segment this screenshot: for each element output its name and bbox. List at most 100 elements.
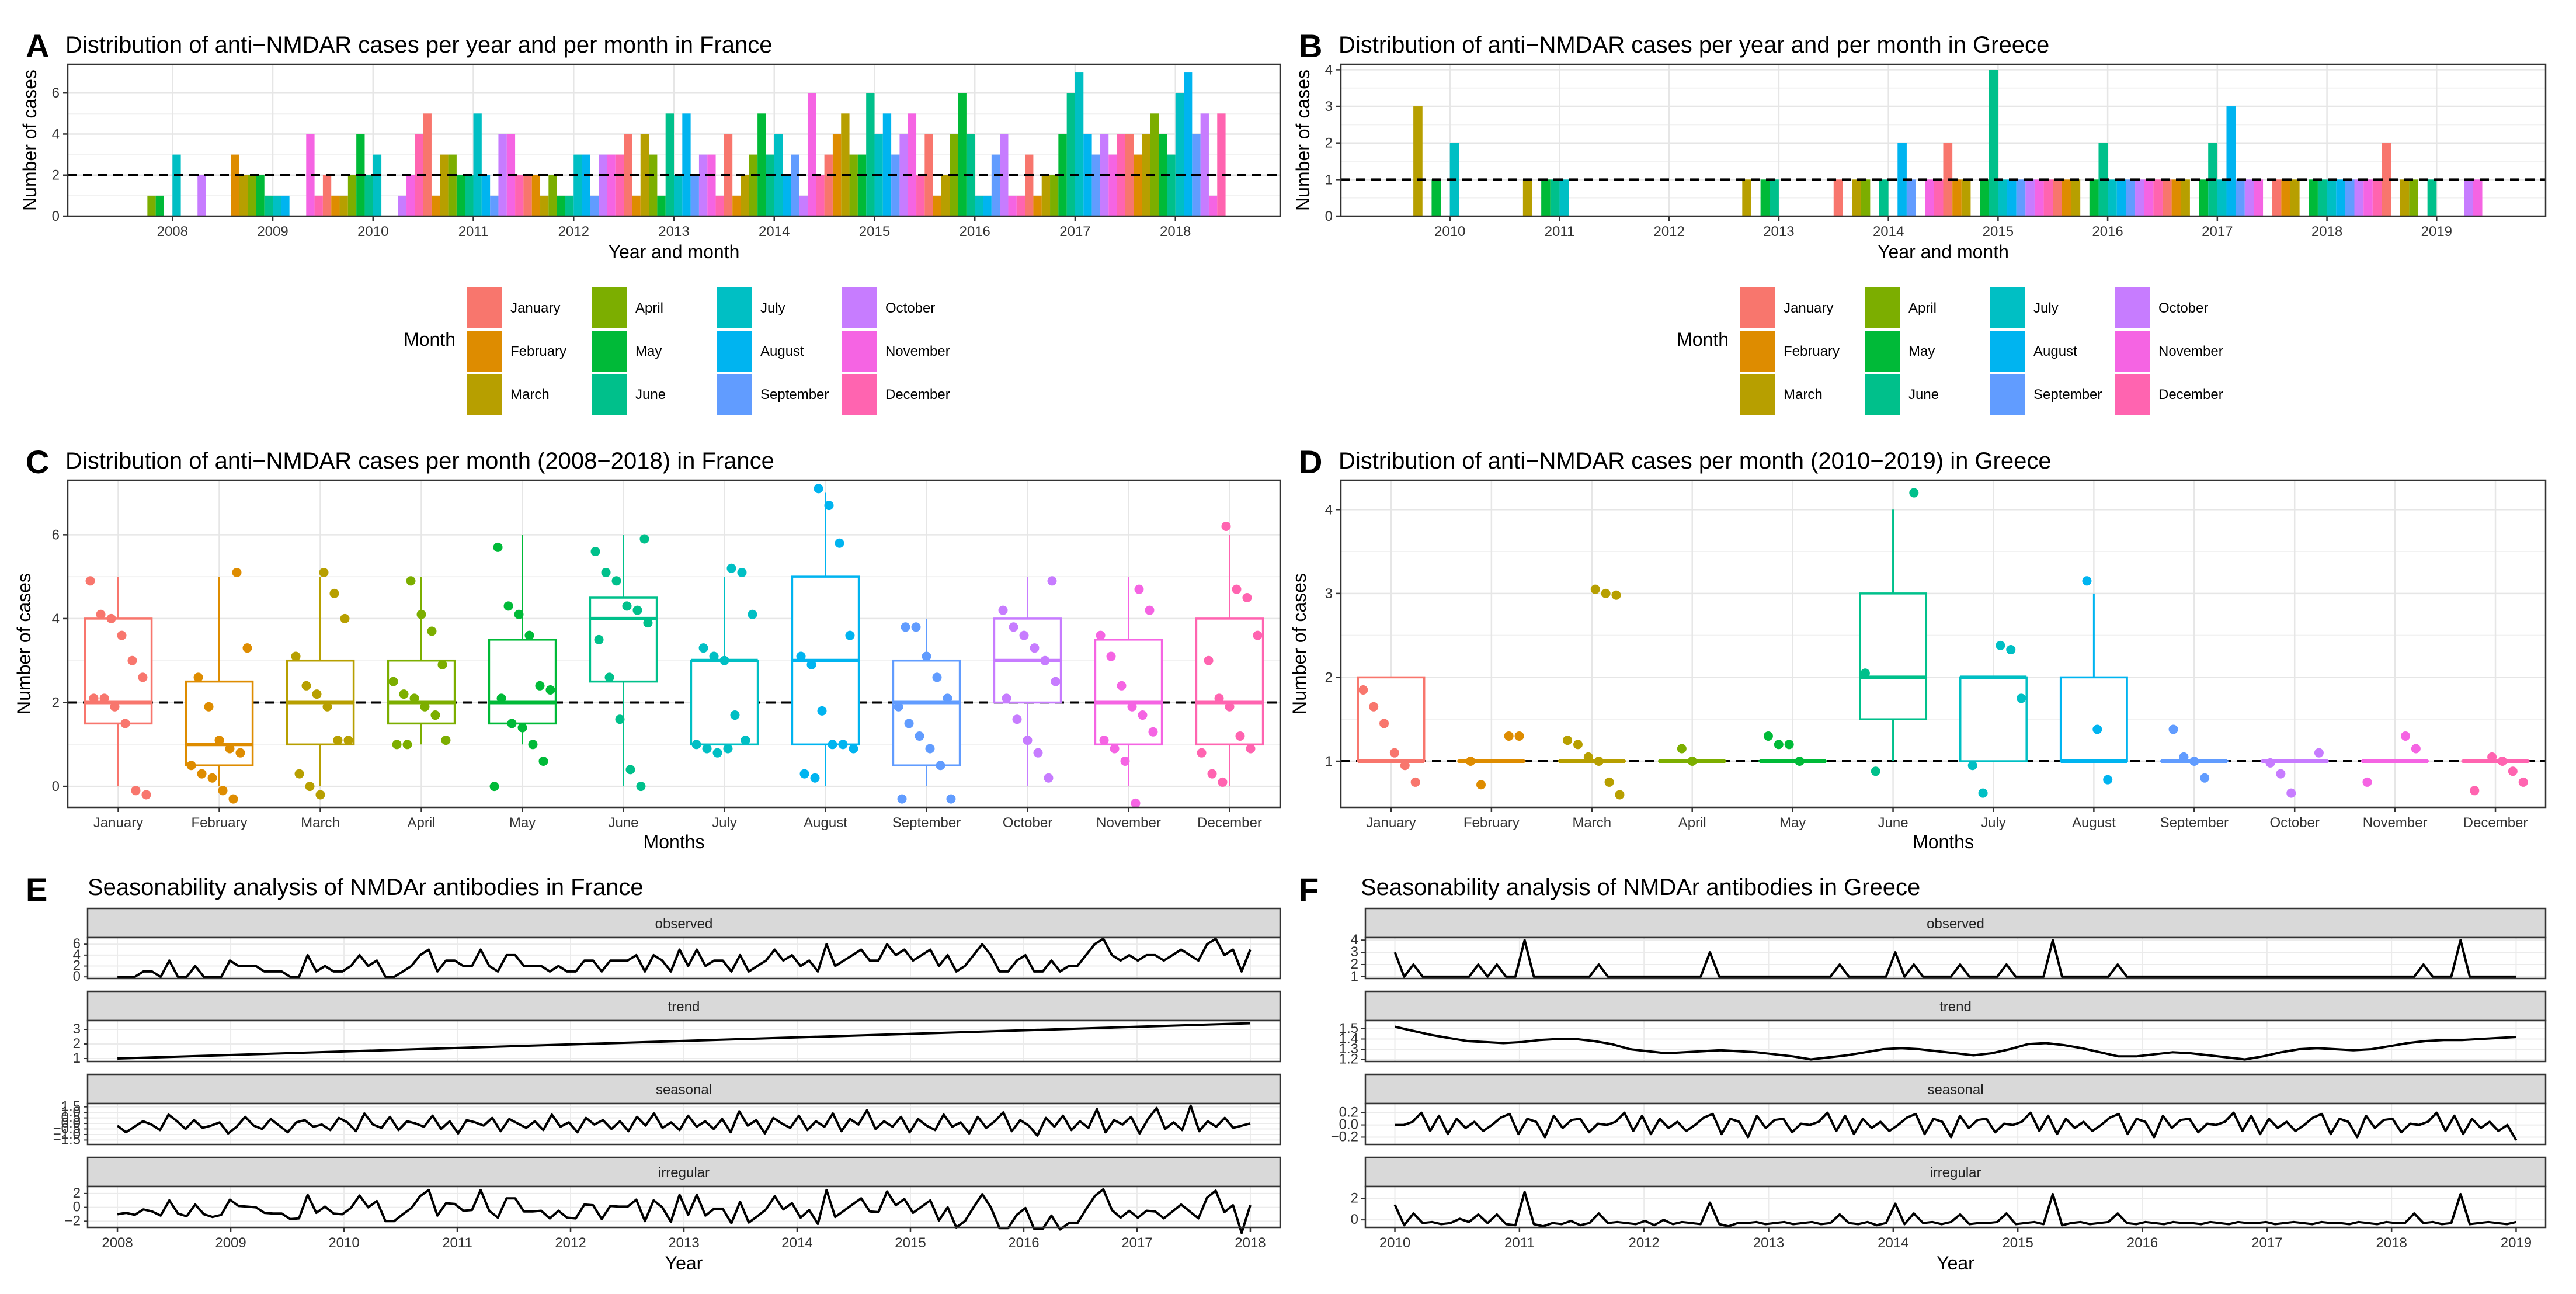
panel-E-strip-label-trend: trend xyxy=(668,999,700,1015)
panel-D-point-december xyxy=(2508,766,2518,776)
panel-C-point-december xyxy=(1242,593,1252,603)
panel-D-point-january xyxy=(1379,719,1389,728)
panel-A-x-tick-label: 2013 xyxy=(658,224,689,240)
panel-C-point-january xyxy=(89,693,99,703)
panel-E-trend-line xyxy=(117,1022,1250,1060)
panel-C-point-august xyxy=(799,769,809,779)
panel-A-bar-2015-march xyxy=(841,113,850,216)
panel-C-point-august xyxy=(814,484,823,494)
panel-A-bar-2013-july xyxy=(674,175,683,216)
legend-greece-label-may: May xyxy=(1908,344,1935,359)
panel-A-y-tick-label: 6 xyxy=(52,85,60,101)
panel-E-strip-label-seasonal: seasonal xyxy=(656,1082,712,1098)
panel-F-trend-y-tick-label: 1.4 xyxy=(1339,1031,1358,1047)
panel-A-bar-2016-september xyxy=(991,154,1000,216)
panel-C-point-january xyxy=(120,719,130,728)
panel-A-bar-2015-december xyxy=(916,175,925,216)
panel-B-bar-2016-november xyxy=(2144,179,2154,216)
panel-B-x-tick-label: 2013 xyxy=(1763,224,1794,240)
panel-F-x-tick-label: 2018 xyxy=(2376,1235,2407,1251)
panel-B-bar-2015-august xyxy=(2007,179,2017,216)
panel-C-point-april xyxy=(437,660,447,669)
panel-A-bar-2013-december xyxy=(715,195,724,216)
panel-D-y-tick-label: 3 xyxy=(1325,586,1333,602)
panel-C-point-august xyxy=(845,630,855,640)
legend-france-key-june xyxy=(592,374,627,415)
panel-C-point-june xyxy=(625,765,635,775)
panel-D-point-march xyxy=(1573,740,1583,750)
panel-A-title: Distribution of anti−NMDAR cases per yea… xyxy=(65,32,773,58)
legend-greece-key-june xyxy=(1865,374,1900,415)
panel-D-point-october xyxy=(2314,748,2324,758)
panel-A-bar-2013-march xyxy=(640,134,649,216)
panel-A-x-tick-label: 2008 xyxy=(157,224,188,240)
panel-D-x-tick-label: June xyxy=(1878,815,1908,831)
panel-C-x-tick-label: June xyxy=(608,815,638,831)
legend-france-key-september xyxy=(717,374,752,415)
legend-greece-label-july: July xyxy=(2033,300,2059,316)
panel-C-point-january xyxy=(96,609,106,619)
panel-D-point-march xyxy=(1583,752,1593,762)
panel-C-box-july xyxy=(690,659,759,746)
panel-F-x-axis-label: Year xyxy=(1937,1253,1974,1274)
panel-C-point-december xyxy=(1221,521,1231,531)
panel-E-x-tick-label: 2013 xyxy=(668,1235,699,1251)
legend-greece-title: Month xyxy=(1677,329,1729,350)
panel-A-x-tick-label: 2012 xyxy=(558,224,589,240)
panel-C-point-may xyxy=(514,609,524,619)
legend-greece-key-may xyxy=(1865,331,1900,372)
legend-greece-label-january: January xyxy=(1784,300,1833,316)
panel-E-observed-y-tick-label: 6 xyxy=(73,936,81,952)
panel-D-point-may xyxy=(1795,757,1805,766)
panel-A-bar-2011-august xyxy=(481,175,491,216)
panel-F-strip-label-seasonal: seasonal xyxy=(1927,1082,1983,1098)
panel-A-bar-2012-march xyxy=(540,195,549,216)
panel-C-point-march xyxy=(322,702,332,712)
panel-C-point-january xyxy=(99,693,109,703)
panel-A-bar-2011-march xyxy=(440,154,449,216)
panel-A-y-tick-label: 0 xyxy=(52,209,60,224)
panel-F-observed-y-tick-label: 4 xyxy=(1351,932,1358,948)
panel-D-point-december xyxy=(2487,752,2497,762)
legend-greece-label-december: December xyxy=(2158,387,2223,403)
panel-C-point-november xyxy=(1117,681,1127,691)
panel-A-bar-2017-july xyxy=(1075,72,1084,217)
panel-B-y-tick-label: 2 xyxy=(1325,136,1333,151)
panel-C-point-january xyxy=(138,672,148,682)
panel-C-point-october xyxy=(1019,630,1029,640)
panel-A-bar-2012-october xyxy=(599,154,607,216)
panel-C-point-march xyxy=(294,769,304,779)
panel-B-bar-2019-january xyxy=(2382,143,2391,216)
panel-A-bar-2011-february xyxy=(431,195,440,216)
panel-C-point-february xyxy=(204,702,214,712)
panel-F-irregular-y-tick-label: 2 xyxy=(1351,1190,1358,1206)
panel-B-bar-2014-november xyxy=(1925,179,1934,216)
panel-A-bar-2015-may xyxy=(857,154,867,216)
panel-D-point-july xyxy=(2006,645,2016,655)
panel-C-point-october xyxy=(1040,655,1050,665)
legend-france-key-january xyxy=(467,287,502,328)
panel-E-x-tick-label: 2011 xyxy=(442,1235,472,1251)
panel-C-point-march xyxy=(301,681,311,691)
panel-C-point-december xyxy=(1207,769,1217,779)
panel-C-point-april xyxy=(402,740,412,750)
panel-E-title: Seasonability analysis of NMDAr antibodi… xyxy=(88,875,644,900)
panel-B-bar-2016-march xyxy=(2071,179,2081,216)
panel-D-point-march xyxy=(1615,790,1625,800)
panel-E-strip-seasonal xyxy=(86,1073,1281,1105)
panel-A-bar-2015-june xyxy=(866,93,875,216)
panel-F-observed-line xyxy=(1393,939,2516,978)
panel-E-seasonal-y-tick-label: 0.0 xyxy=(61,1115,81,1131)
panel-D-point-december xyxy=(2497,757,2507,766)
panel-D-point-july xyxy=(1967,761,1977,771)
panel-E-trend-y-tick-label: 3 xyxy=(73,1021,81,1037)
legend-france-key-december xyxy=(842,374,877,415)
panel-C-point-may xyxy=(507,719,517,728)
panel-C-x-tick-label: February xyxy=(191,815,247,831)
panel-C-point-august xyxy=(806,660,816,669)
panel-C-point-april xyxy=(430,710,440,720)
legend-greece-label-march: March xyxy=(1784,387,1823,403)
panel-C-point-august xyxy=(838,740,848,750)
panel-C-point-november xyxy=(1127,702,1137,712)
panel-C-point-september xyxy=(904,719,914,728)
